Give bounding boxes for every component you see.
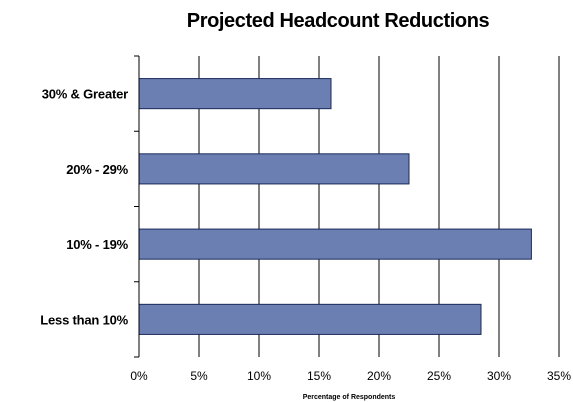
labels: 0% 5% 10% 15% 20% 25% 30% 35% 30% & Greater 20% -… xyxy=(40,87,571,383)
x-tick-label: 15% xyxy=(307,369,331,383)
category-label: Less than 10% xyxy=(40,312,128,327)
chart-title: Projected Headcount Reductions xyxy=(187,10,490,32)
x-tick-label: 10% xyxy=(247,369,271,383)
category-label: 30% & Greater xyxy=(42,87,128,102)
bar xyxy=(138,228,532,260)
x-tick-label: 5% xyxy=(190,369,208,383)
bars xyxy=(138,78,532,335)
bar xyxy=(138,153,410,185)
x-tick-label: 20% xyxy=(367,369,391,383)
x-tick-label: 30% xyxy=(487,369,511,383)
x-tick-label: 35% xyxy=(547,369,571,383)
bar xyxy=(138,303,482,335)
category-label: 20% - 29% xyxy=(66,162,128,177)
category-label: 10% - 19% xyxy=(66,237,128,252)
x-tick-label: 25% xyxy=(427,369,451,383)
x-axis-title: Percentage of Respondents xyxy=(303,394,396,401)
bar xyxy=(138,78,332,110)
x-tick-label: 0% xyxy=(130,369,148,383)
axes xyxy=(134,55,140,358)
